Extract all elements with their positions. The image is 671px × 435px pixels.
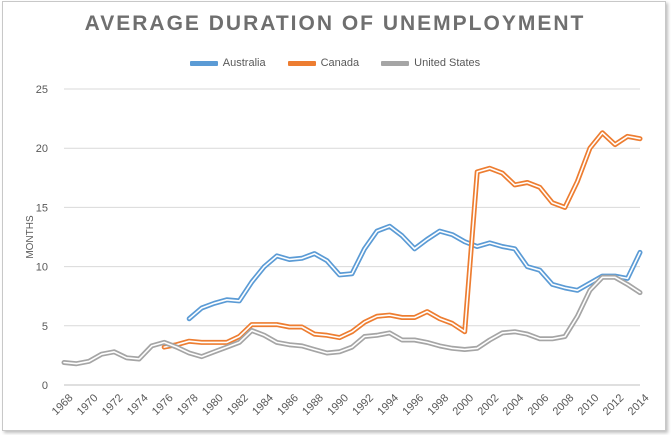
x-tick-label: 1970 — [75, 392, 101, 418]
chart-frame: AVERAGE DURATION OF UNEMPLOYMENT Austral… — [2, 1, 666, 431]
legend-item: United States — [381, 57, 480, 69]
legend-item: Canada — [287, 57, 360, 69]
x-tick-label: 1990 — [325, 392, 351, 418]
y-tick-label: 15 — [36, 202, 48, 214]
x-tick-label: 1996 — [400, 392, 426, 418]
series-line-united-states — [61, 274, 643, 367]
x-tick-label: 1976 — [150, 392, 176, 418]
x-tick-label: 2006 — [526, 392, 552, 418]
x-tick-label: 2010 — [576, 392, 602, 418]
x-tick-label: 1984 — [250, 392, 276, 418]
x-tick-label: 2004 — [501, 392, 527, 418]
y-tick-label: 10 — [36, 262, 48, 274]
legend-label: United States — [414, 57, 481, 69]
x-tick-label: 1998 — [425, 392, 451, 418]
chart-title: AVERAGE DURATION OF UNEMPLOYMENT — [84, 12, 586, 35]
x-tick-label: 1978 — [175, 392, 201, 418]
x-tick-label: 1974 — [125, 392, 151, 418]
legend-swatch — [381, 60, 410, 66]
legend-label: Canada — [320, 57, 360, 69]
series-line-core-canada — [163, 132, 641, 348]
series-line-australia — [186, 223, 643, 322]
x-tick-label: 2014 — [626, 392, 652, 418]
y-tick-label: 25 — [36, 84, 48, 96]
chart-legend: Australia Canada United States — [3, 57, 667, 69]
x-tick-label: 2008 — [551, 392, 577, 418]
x-tick-label: 2012 — [601, 392, 627, 418]
legend-swatch — [287, 60, 316, 66]
legend-label: Australia — [222, 57, 266, 69]
x-tick-label: 1986 — [275, 392, 301, 418]
x-tick-label: 1992 — [350, 392, 376, 418]
y-tick-label: 20 — [36, 143, 48, 155]
series-line-core-australia — [188, 225, 641, 320]
y-tick-label: 5 — [42, 321, 48, 333]
legend-swatch — [189, 60, 218, 66]
x-tick-label: 1982 — [225, 392, 251, 418]
x-tick-label: 2000 — [450, 392, 476, 418]
y-tick-label: 0 — [42, 380, 48, 392]
x-tick-label: 1980 — [200, 392, 226, 418]
x-tick-label: 1988 — [300, 392, 326, 418]
x-tick-label: 1968 — [50, 392, 76, 418]
y-axis-title: MONTHS — [25, 215, 36, 259]
x-tick-label: 1994 — [375, 392, 401, 418]
series-line-core-united-states — [63, 276, 641, 365]
x-tick-label: 2002 — [476, 392, 502, 418]
legend-item: Australia — [189, 57, 266, 69]
x-tick-label: 1972 — [100, 392, 126, 418]
series-line-canada — [161, 130, 643, 350]
